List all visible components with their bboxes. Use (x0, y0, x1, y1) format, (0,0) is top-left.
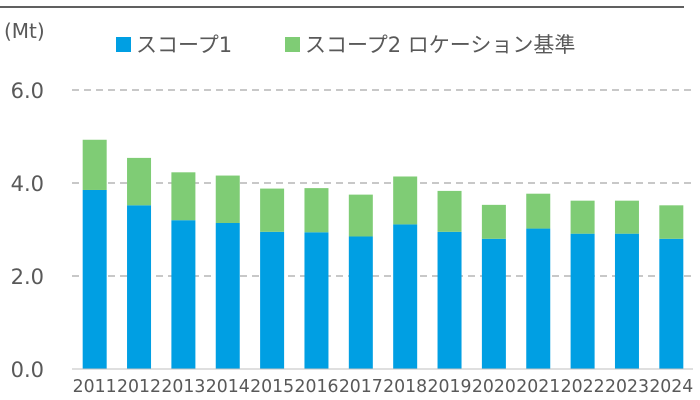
bar-scope1-2022 (570, 233, 595, 369)
bar-scope1-2024 (659, 238, 684, 369)
bar-scope2-2015 (260, 188, 285, 232)
bar-scope2-2019 (437, 190, 462, 232)
bar-scope1-2015 (260, 231, 285, 369)
bars (82, 139, 684, 369)
unit-label: (Mt) (4, 19, 45, 43)
bar-scope1-2023 (614, 233, 639, 369)
x-tick-label: 2018 (383, 376, 427, 397)
bar-scope1-2013 (171, 220, 196, 369)
bar-scope2-2023 (614, 200, 639, 234)
bar-scope1-2016 (304, 232, 329, 369)
x-tick-label: 2011 (73, 376, 117, 397)
x-tick-label: 2017 (339, 376, 383, 397)
bar-scope2-2014 (215, 175, 240, 223)
bar-scope1-2014 (215, 222, 240, 369)
y-axis-ticks: 0.0 2.0 4.0 6.0 (11, 79, 44, 382)
bar-scope1-2012 (127, 205, 152, 369)
x-tick-label: 2015 (250, 376, 294, 397)
bar-scope2-2017 (348, 194, 373, 237)
bar-scope2-2013 (171, 172, 196, 221)
x-tick-label: 2022 (561, 376, 605, 397)
bar-scope2-2024 (659, 205, 684, 239)
y-tick-label: 0.0 (11, 358, 44, 382)
legend-label-scope1: スコープ1 (136, 33, 232, 57)
y-tick-label: 2.0 (11, 265, 44, 289)
bar-scope2-2011 (82, 139, 107, 190)
x-tick-label: 2016 (294, 376, 338, 397)
bar-scope1-2021 (526, 228, 551, 369)
y-tick-label: 6.0 (11, 79, 44, 103)
x-tick-label: 2012 (117, 376, 161, 397)
bar-scope2-2020 (481, 204, 506, 239)
x-axis-ticks: 2011 2012 2013 2014 2015 2016 2017 2018 2019 2020… (73, 376, 694, 397)
bar-scope2-2022 (570, 200, 595, 234)
y-tick-label: 4.0 (11, 172, 44, 196)
legend-swatch-scope1 (116, 37, 131, 52)
bar-scope1-2017 (348, 236, 373, 369)
legend: スコープ1 スコープ2 ロケーション基準 (116, 33, 575, 57)
bar-scope2-2016 (304, 188, 329, 233)
bar-scope2-2012 (127, 157, 152, 206)
bar-scope1-2011 (82, 189, 107, 369)
legend-label-scope2: スコープ2 ロケーション基準 (305, 33, 575, 57)
x-tick-label: 2024 (649, 376, 693, 397)
bar-scope1-2019 (437, 231, 462, 369)
bar-scope1-2020 (481, 238, 506, 369)
x-tick-label: 2021 (516, 376, 560, 397)
bar-scope2-2018 (393, 176, 418, 225)
x-tick-label: 2014 (206, 376, 250, 397)
x-tick-label: 2013 (161, 376, 205, 397)
x-tick-label: 2023 (605, 376, 649, 397)
x-tick-label: 2020 (472, 376, 516, 397)
bar-scope1-2018 (393, 224, 418, 369)
x-tick-label: 2019 (428, 376, 472, 397)
gridlines (72, 89, 693, 277)
bar-scope2-2021 (526, 193, 551, 229)
legend-swatch-scope2 (285, 37, 300, 52)
